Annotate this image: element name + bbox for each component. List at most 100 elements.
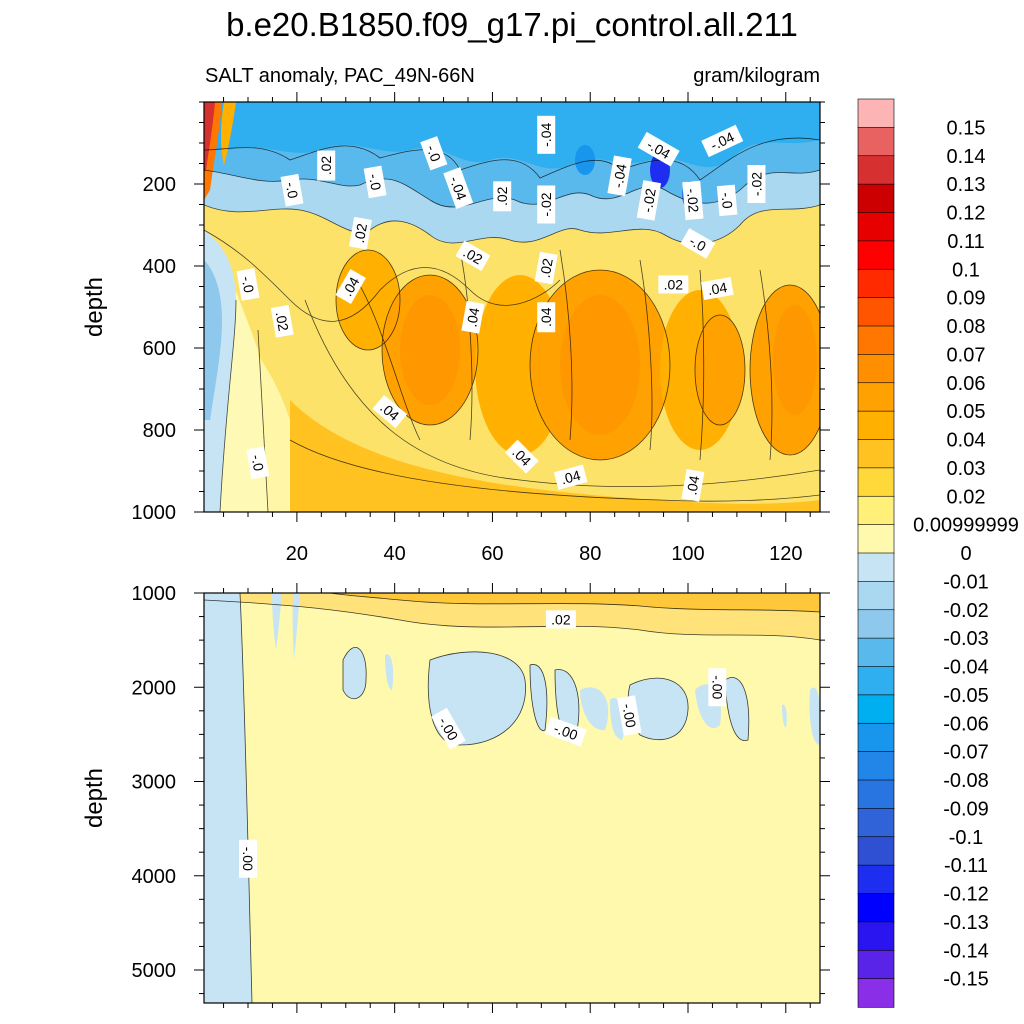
contour-label-text: -.02	[748, 172, 764, 196]
colorbar-label: -0.06	[943, 713, 989, 735]
x-tick-label: 60	[481, 543, 503, 565]
colorbar-label: -0.09	[943, 798, 989, 820]
colorbar-label: 0.1	[952, 259, 980, 281]
colorbar: 0.15 0.14 0.13 0.12 0.11 0.1 0.09 0.08 0.07 0.06 0…	[857, 98, 1019, 1008]
colorbar-label: 0.02	[947, 486, 986, 508]
colorbar-label: 0.12	[947, 203, 986, 225]
contour-label-box	[537, 302, 556, 333]
contour-label: -.00	[544, 716, 587, 747]
contour-label-box	[537, 185, 556, 224]
contour-label: .02	[317, 150, 336, 181]
colorbar-label: -0.12	[943, 884, 989, 906]
contour-label-box	[553, 464, 588, 490]
upper-field	[204, 102, 820, 512]
colorbar-label: -0.11	[944, 855, 988, 877]
lower-plot-frame	[203, 592, 821, 1004]
contour-label-text: .02	[551, 611, 571, 627]
contour-label-box	[236, 268, 260, 301]
upper-y-axis-label: depth	[81, 277, 108, 337]
colorbar-label: -0.1	[949, 827, 983, 849]
x-tick-label: 20	[286, 543, 308, 565]
units-label: gram/kilogram	[693, 65, 820, 87]
colorbar-swatch	[857, 779, 895, 810]
contour-label-text: -.00	[709, 675, 725, 699]
lower-panel: .02-.00 -.00-.00-.00-.00 1000200030004000…	[81, 583, 830, 1013]
contour-label-text: .04	[683, 474, 702, 496]
colorbar-label: -0.03	[943, 628, 989, 650]
colorbar-swatch	[857, 495, 895, 526]
colorbar-swatch	[857, 808, 895, 838]
contour-label: -.0	[363, 165, 387, 199]
contour-label-box	[658, 275, 689, 294]
contour-label: -.00	[239, 839, 257, 878]
y-tick-label: 2000	[132, 677, 177, 699]
contour-label-text: -.0	[239, 275, 258, 294]
y-tick-label: 1000	[132, 583, 177, 605]
variable-label: SALT anomaly, PAC_49N-66N	[205, 65, 475, 87]
colorbar-swatch	[857, 609, 895, 639]
contour-label-box	[431, 707, 466, 750]
colorbar-swatch	[857, 439, 895, 469]
contour-label: -.00	[708, 668, 727, 707]
contour-label-box	[544, 716, 587, 747]
contour-label: .04	[681, 469, 705, 502]
colorbar-label: -0.08	[943, 770, 989, 792]
contour-label-text: .02	[318, 156, 334, 176]
contour-label-box	[708, 668, 727, 707]
contour-label-text: .02	[494, 186, 510, 206]
colorbar-label: 0.13	[947, 174, 986, 196]
contour-label-text: .04	[706, 279, 728, 298]
y-tick-label: 1000	[132, 502, 177, 524]
contour-label: .02	[534, 251, 558, 285]
contour-label-box	[537, 115, 556, 154]
lower-contour-labels: .02-.00 -.00-.00-.00-.00	[239, 610, 727, 878]
contour-label-box	[246, 446, 270, 480]
contour-label-text: -.0	[718, 192, 735, 210]
contour-label-box	[747, 165, 766, 203]
contour-label: -.0	[246, 446, 270, 480]
contour-label-box	[716, 184, 738, 217]
contour-label-text: .02	[273, 310, 292, 332]
y-tick-label: 400	[143, 256, 176, 278]
colorbar-swatch	[857, 694, 895, 724]
contour-label-text: -.04	[610, 162, 630, 189]
contour-label-box	[493, 181, 512, 212]
colorbar-label: -0.07	[943, 742, 989, 764]
colorbar-swatch	[857, 637, 895, 668]
contour-label: -.02	[636, 180, 662, 221]
contour-label-text: .02	[537, 257, 556, 279]
contour-label: .02	[493, 181, 512, 212]
contour-label-text: -.02	[538, 192, 554, 216]
colorbar-label: -0.13	[943, 912, 989, 934]
contour-label-text: -.0	[366, 173, 385, 192]
contour-label: -.0	[236, 268, 260, 301]
contour-label-text: -.0	[423, 143, 444, 164]
colorbar-label: 0.07	[947, 344, 986, 366]
colorbar-swatch	[857, 382, 895, 412]
contour-label-box	[636, 180, 662, 221]
y-tick-label: 800	[143, 420, 176, 442]
y-tick-label: 5000	[132, 960, 177, 982]
contour-label-text: .02	[664, 276, 684, 292]
colorbar-label: 0.00999999	[913, 515, 1019, 537]
chart-title: b.e20.B1850.f09_g17.pi_control.all.211	[226, 6, 798, 43]
colorbar-swatch	[857, 354, 895, 384]
contour-label: -.02	[747, 165, 766, 203]
contour-label-box	[372, 395, 408, 429]
lower-axis-ticks: 1000 2000 3000 4000 5000	[132, 583, 830, 1013]
contour-label-box	[363, 165, 387, 199]
lower-field	[204, 593, 820, 1003]
contour-label: -.04	[607, 155, 632, 197]
contour-label: .04	[335, 269, 366, 304]
contour-label-box	[637, 131, 680, 167]
contour-label: -.0	[420, 136, 448, 171]
colorbar-label: 0.03	[947, 458, 986, 480]
contour-label-text: -.02	[639, 187, 659, 214]
colorbar-swatch	[857, 978, 895, 1008]
colorbar-swatch	[857, 751, 895, 781]
contour-label: .02	[270, 305, 294, 338]
colorbar-swatch	[857, 893, 895, 923]
contour-label-box	[239, 839, 257, 878]
y-tick-label: 4000	[132, 866, 177, 888]
colorbar-label: 0.06	[947, 373, 986, 395]
